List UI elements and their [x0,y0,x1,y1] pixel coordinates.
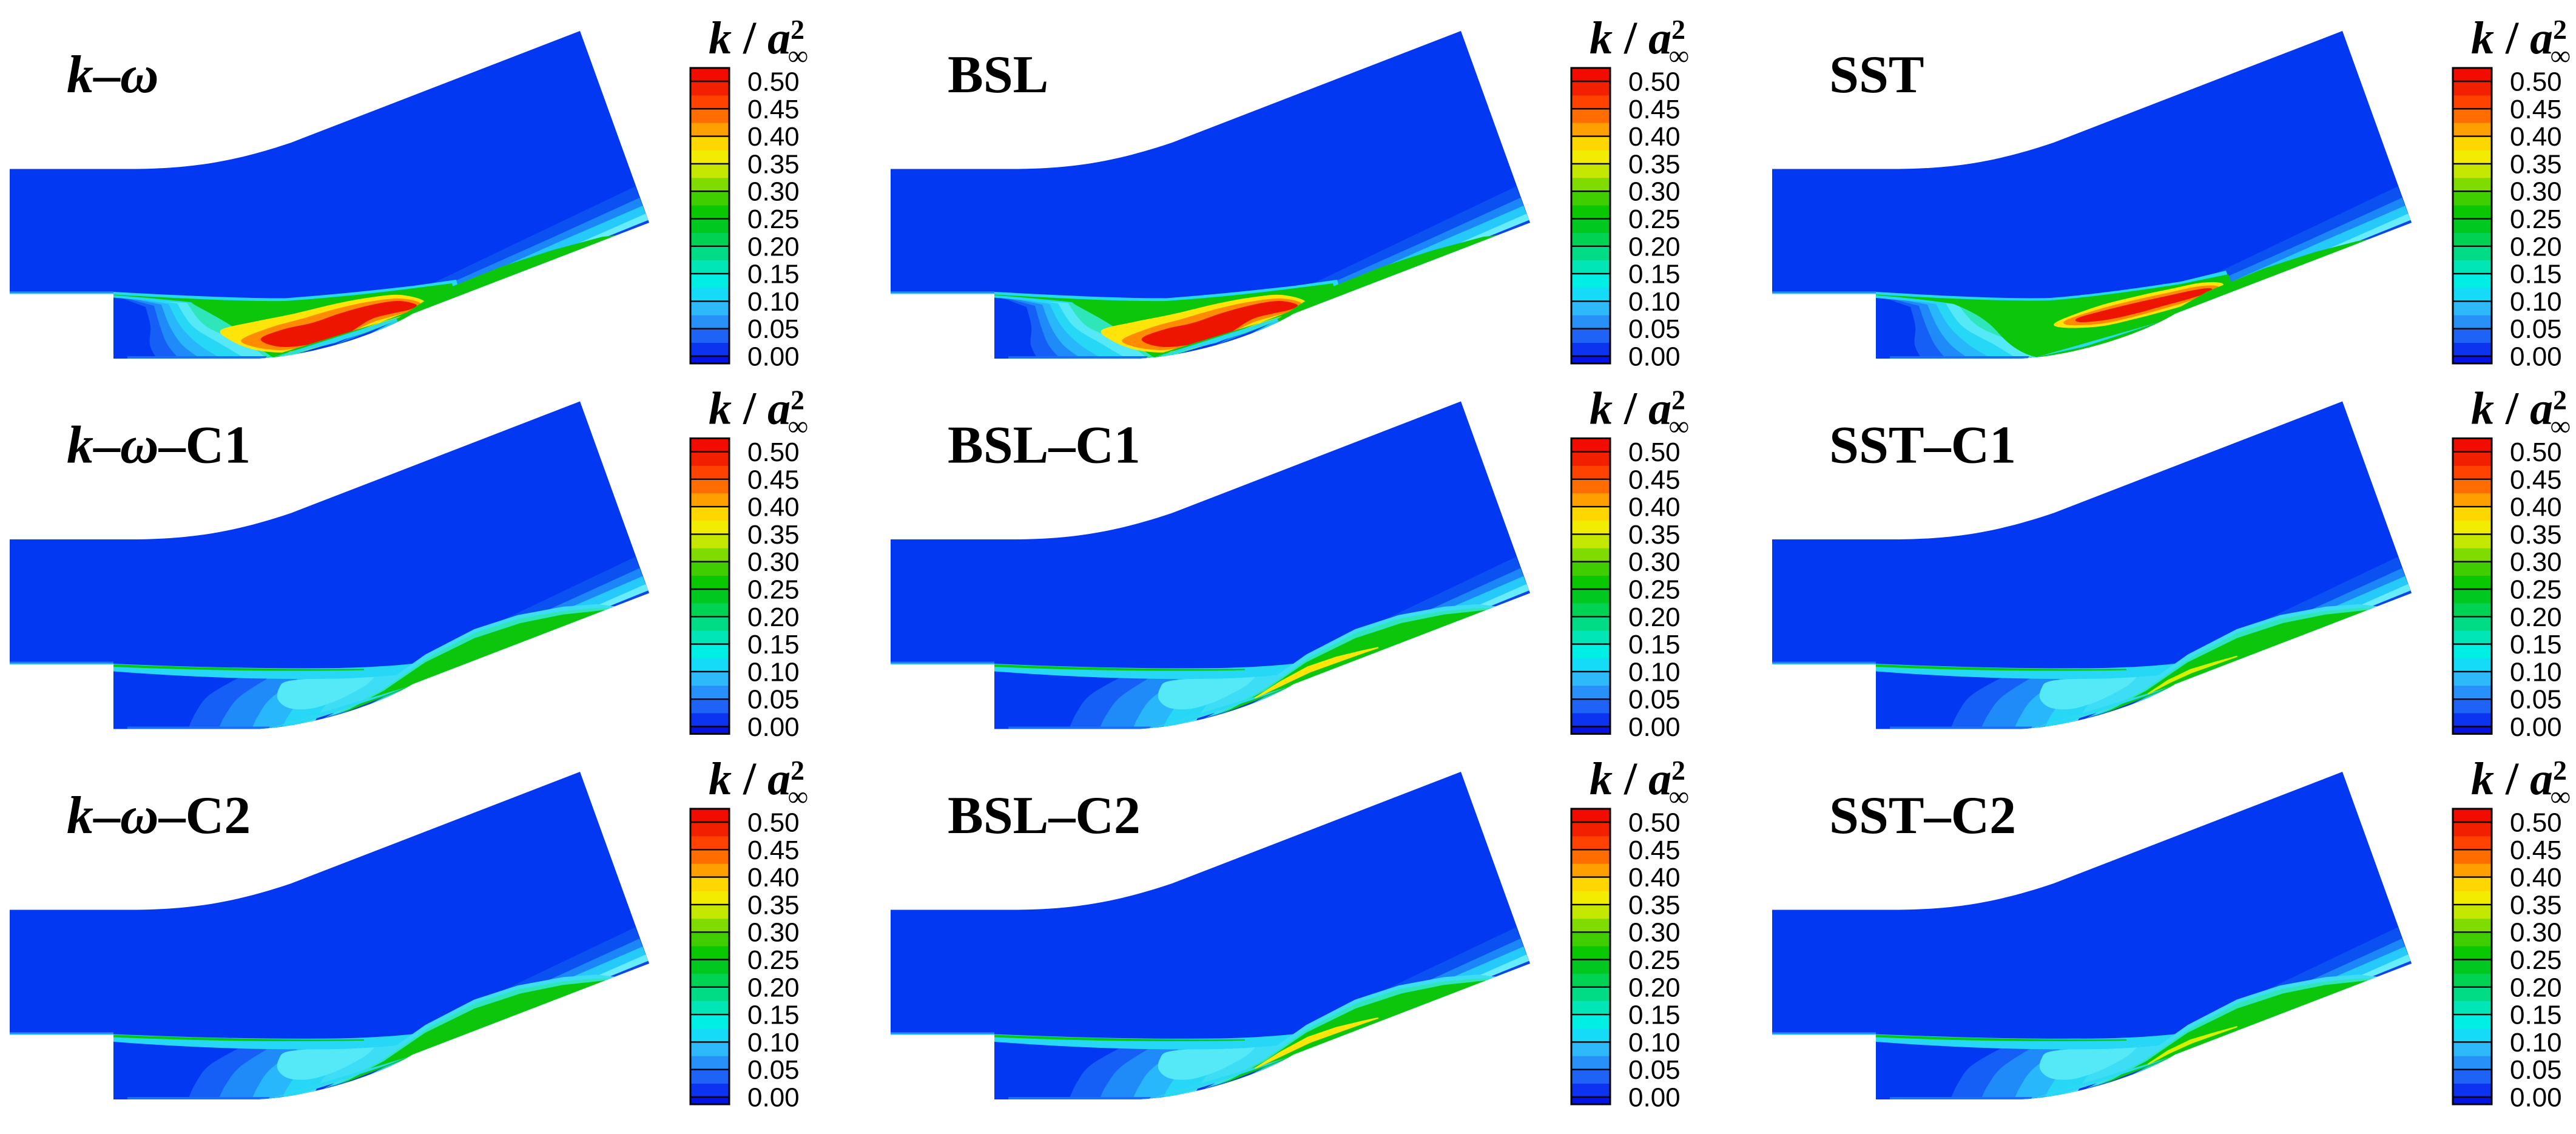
svg-text:k–ω: k–ω [67,46,159,104]
svg-text:BSL: BSL [948,46,1048,104]
svg-text:k–ω–C2: k–ω–C2 [67,786,251,845]
svg-text:BSL–C1: BSL–C1 [948,416,1141,475]
svg-text:k–ω–C1: k–ω–C1 [67,416,251,475]
svg-text:SST: SST [1829,46,1924,104]
svg-text:BSL–C2: BSL–C2 [948,786,1141,845]
svg-text:SST–C2: SST–C2 [1829,786,2016,845]
svg-text:SST–C1: SST–C1 [1829,416,2016,475]
